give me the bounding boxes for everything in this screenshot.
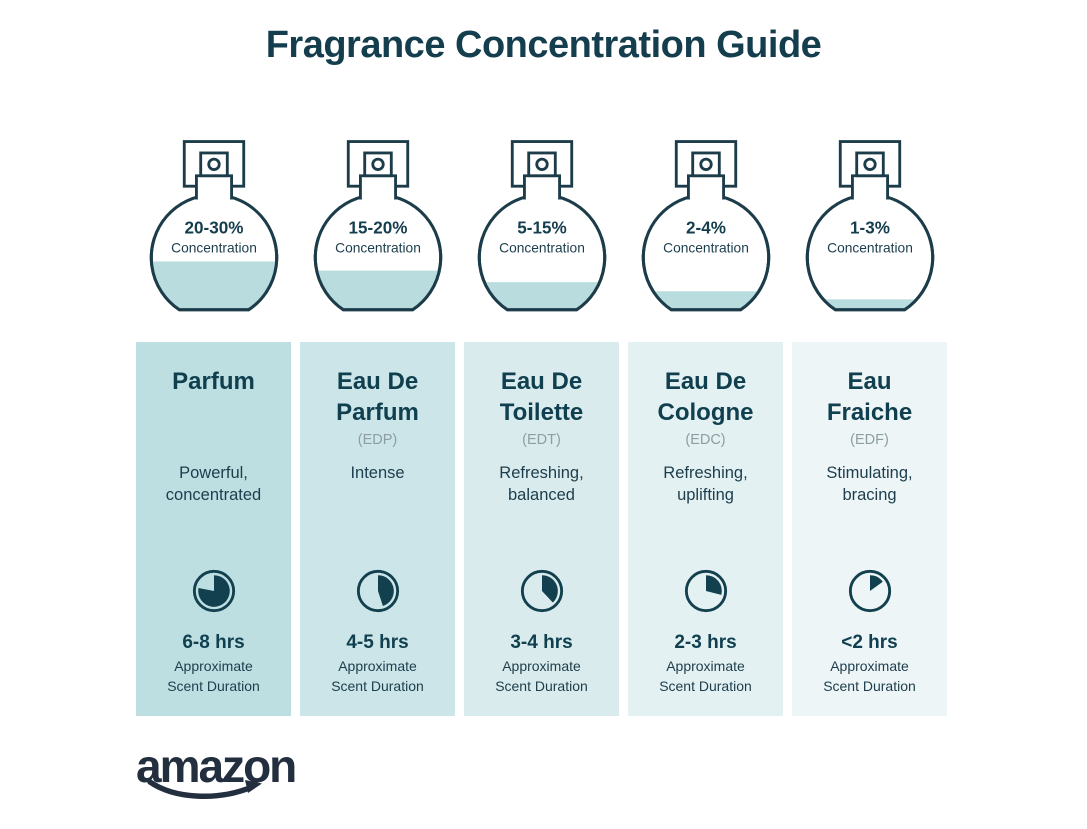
concentration-label: Concentration bbox=[663, 241, 749, 256]
fragrance-description: Refreshing, uplifting bbox=[663, 464, 748, 504]
fragrance-column-eau-de-parfum: 15-20% Concentration Eau De Parfum (EDP)… bbox=[300, 133, 455, 716]
duration-note: Approximate Scent Duration bbox=[136, 657, 291, 696]
duration-hours: 4-5 hrs bbox=[346, 632, 409, 653]
concentration-value: 15-20% bbox=[348, 219, 407, 238]
nozzle-hole-icon bbox=[370, 157, 385, 171]
amazon-smile-icon bbox=[147, 779, 262, 800]
concentration-label: Concentration bbox=[499, 241, 585, 256]
duration-note-line1: Approximate bbox=[338, 658, 417, 674]
fragrance-columns: 20-30% Concentration Parfum Powerful, co… bbox=[0, 133, 1087, 716]
duration-note: Approximate Scent Duration bbox=[792, 657, 947, 696]
fragrance-description: Intense bbox=[350, 464, 405, 482]
liquid-fill bbox=[478, 282, 605, 310]
duration-note-line2: Scent Duration bbox=[331, 677, 424, 694]
concentration-value: 5-15% bbox=[517, 219, 566, 238]
amazon-logo: amazon bbox=[136, 740, 297, 804]
duration-note-line1: Approximate bbox=[174, 658, 253, 674]
duration-note: Approximate Scent Duration bbox=[628, 657, 783, 696]
bottle-outline bbox=[641, 237, 770, 312]
duration-note-line2: Scent Duration bbox=[167, 677, 260, 694]
concentration-label: Concentration bbox=[827, 241, 913, 256]
fragrance-name: Eau De Parfum bbox=[336, 368, 419, 426]
fragrance-column-eau-fraiche: 1-3% Concentration Eau Fraiche (EDF) Sti… bbox=[792, 133, 947, 716]
duration-note-line1: Approximate bbox=[666, 658, 745, 674]
fragrance-column-eau-de-toilette: 5-15% Concentration Eau De Toilette (EDT… bbox=[464, 133, 619, 716]
bottle-neck bbox=[522, 174, 561, 200]
duration-hours: 2-3 hrs bbox=[674, 632, 737, 653]
fragrance-name: Eau De Toilette bbox=[499, 368, 584, 426]
duration-note-line2: Scent Duration bbox=[659, 677, 752, 694]
perfume-bottle-icon: 5-15% Concentration bbox=[477, 140, 606, 312]
amazon-logo-text: amazon bbox=[136, 740, 297, 792]
fragrance-description: Stimulating, bracing bbox=[826, 464, 913, 504]
duration-clock-icon bbox=[848, 569, 891, 613]
bottle-outline bbox=[805, 237, 934, 312]
nozzle-hole-icon bbox=[534, 157, 549, 171]
liquid-fill bbox=[806, 299, 933, 310]
concentration-label: Concentration bbox=[335, 241, 421, 256]
duration-note: Approximate Scent Duration bbox=[464, 657, 619, 696]
duration-note: Approximate Scent Duration bbox=[300, 657, 455, 696]
bottle-neck bbox=[850, 174, 889, 200]
duration-note-line1: Approximate bbox=[830, 658, 909, 674]
fragrance-description: Powerful, concentrated bbox=[165, 464, 262, 504]
perfume-bottle-icon: 15-20% Concentration bbox=[313, 140, 442, 312]
duration-clock-icon bbox=[192, 569, 235, 613]
fragrance-name: Eau Fraiche bbox=[826, 368, 913, 426]
bottle-outline bbox=[149, 237, 278, 312]
liquid-fill bbox=[150, 261, 277, 310]
bottle-neck bbox=[358, 174, 397, 200]
liquid-fill bbox=[642, 291, 769, 310]
concentration-value: 20-30% bbox=[184, 219, 243, 238]
nozzle-hole-icon bbox=[206, 157, 221, 171]
concentration-label: Concentration bbox=[171, 241, 257, 256]
liquid-fill bbox=[314, 270, 441, 310]
fragrance-column-eau-de-cologne: 2-4% Concentration Eau De Cologne (EDC) … bbox=[628, 133, 783, 716]
concentration-value: 2-4% bbox=[686, 219, 726, 238]
duration-hours: 3-4 hrs bbox=[510, 632, 573, 653]
concentration-value: 1-3% bbox=[850, 219, 890, 238]
duration-note-line2: Scent Duration bbox=[823, 677, 916, 694]
duration-hours: <2 hrs bbox=[841, 632, 898, 653]
fragrance-name: Eau De Cologne bbox=[657, 368, 754, 426]
fragrance-column-parfum: 20-30% Concentration Parfum Powerful, co… bbox=[136, 133, 291, 716]
fragrance-abbrev: (EDP) bbox=[357, 432, 398, 448]
bottle-outline bbox=[313, 237, 442, 312]
bottle-neck bbox=[194, 174, 233, 200]
duration-clock-icon bbox=[684, 569, 727, 613]
page-title: Fragrance Concentration Guide bbox=[265, 24, 822, 66]
fragrance-abbrev: (EDF) bbox=[850, 432, 889, 448]
perfume-bottle-icon: 1-3% Concentration bbox=[805, 140, 934, 312]
fragrance-card: Eau De Parfum (EDP) Intense 4-5 hrs Appr… bbox=[300, 342, 455, 716]
fragrance-card: Eau De Cologne (EDC) Refreshing, uplifti… bbox=[628, 342, 783, 716]
duration-note-line2: Scent Duration bbox=[495, 677, 588, 694]
nozzle-hole-icon bbox=[698, 157, 713, 171]
duration-note-line1: Approximate bbox=[502, 658, 581, 674]
bottle-neck bbox=[686, 174, 725, 200]
bottle-outline bbox=[477, 237, 606, 312]
fragrance-abbrev bbox=[136, 432, 291, 456]
fragrance-card: Eau De Toilette (EDT) Refreshing, balanc… bbox=[464, 342, 619, 716]
duration-clock-icon bbox=[356, 569, 399, 613]
nozzle-hole-icon bbox=[862, 157, 877, 171]
fragrance-card: Eau Fraiche (EDF) Stimulating, bracing <… bbox=[792, 342, 947, 716]
duration-clock-icon bbox=[520, 569, 563, 613]
perfume-bottle-icon: 2-4% Concentration bbox=[641, 140, 770, 312]
fragrance-abbrev: (EDC) bbox=[685, 432, 726, 448]
perfume-bottle-icon: 20-30% Concentration bbox=[149, 140, 278, 312]
fragrance-description: Refreshing, balanced bbox=[499, 464, 584, 504]
fragrance-name: Parfum bbox=[172, 368, 255, 395]
fragrance-abbrev: (EDT) bbox=[522, 432, 561, 448]
fragrance-card: Parfum Powerful, concentrated 6-8 hrs Ap… bbox=[136, 342, 291, 716]
duration-hours: 6-8 hrs bbox=[182, 632, 245, 653]
